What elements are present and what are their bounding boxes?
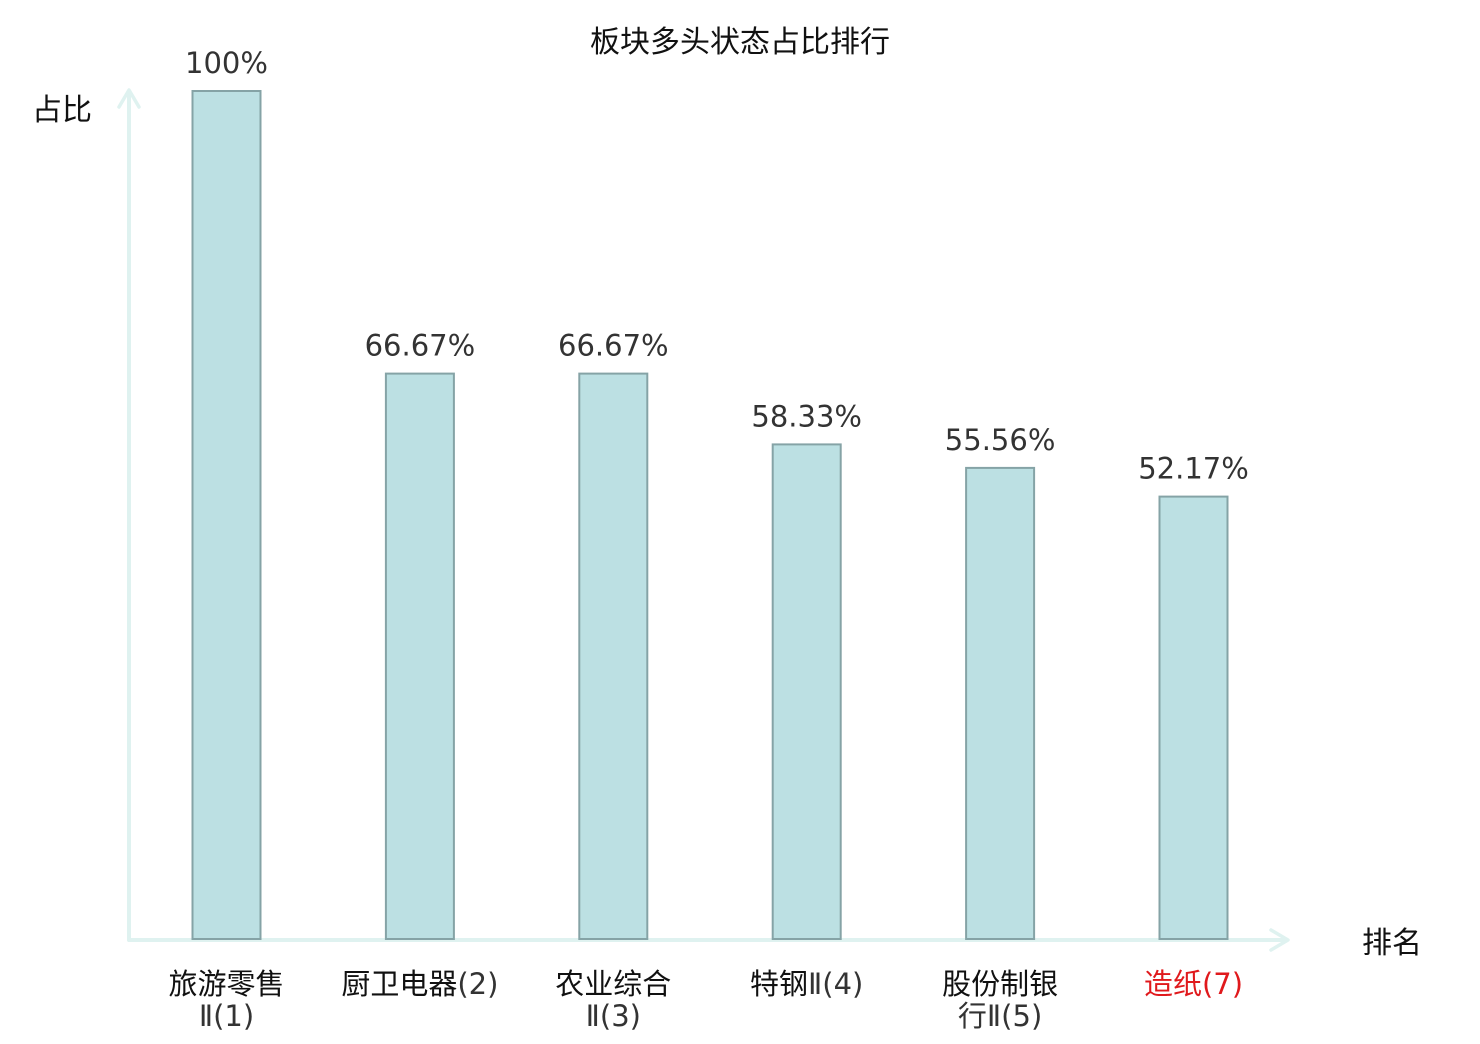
x-axis-arrow-icon xyxy=(1269,928,1290,952)
category-rank: (2) xyxy=(457,967,498,1001)
value-labels: 100% 66.67% 66.67% 58.33% 55.56% 52.17% xyxy=(185,46,1249,486)
y-axis-label: 占比 xyxy=(32,93,92,128)
axes xyxy=(117,88,1290,952)
bar-value-label: 52.17% xyxy=(1138,452,1249,486)
bar-series xyxy=(191,90,1229,941)
category-rank-label: Ⅱ(3) xyxy=(586,999,641,1033)
bar-value-label: 66.67% xyxy=(365,329,476,363)
category-rank: (7) xyxy=(1202,967,1243,1001)
category-label: 旅游零售 xyxy=(168,967,284,1001)
bar xyxy=(578,372,649,941)
bar xyxy=(771,443,842,940)
category-label: 造纸(7) xyxy=(1144,967,1243,1001)
category-label: 农业综合 xyxy=(555,967,671,1001)
category-name: 造纸 xyxy=(1144,967,1202,1001)
bar xyxy=(965,466,1036,940)
category-name: 特钢 xyxy=(750,967,808,1001)
category-label: 厨卫电器(2) xyxy=(341,967,498,1001)
category-label: 股份制银 xyxy=(942,967,1058,1001)
category-rank-label: 行Ⅱ(5) xyxy=(958,999,1042,1033)
bar-value-label: 58.33% xyxy=(751,399,862,433)
category-name: 厨卫电器 xyxy=(341,967,457,1001)
chart-title: 板块多头状态占比排行 xyxy=(590,25,890,60)
y-axis-arrow-icon xyxy=(117,88,141,109)
bar-value-label: 100% xyxy=(185,46,268,80)
bar-value-label: 55.56% xyxy=(945,423,1056,457)
bar xyxy=(191,90,262,940)
category-rank-label: Ⅱ(1) xyxy=(199,999,254,1033)
bar-value-label: 66.67% xyxy=(558,329,669,363)
category-rank: Ⅱ(4) xyxy=(808,967,863,1001)
bar xyxy=(384,372,455,941)
category-label: 特钢Ⅱ(4) xyxy=(750,967,863,1001)
bar xyxy=(1158,495,1229,940)
x-axis-label: 排名 xyxy=(1362,926,1422,961)
